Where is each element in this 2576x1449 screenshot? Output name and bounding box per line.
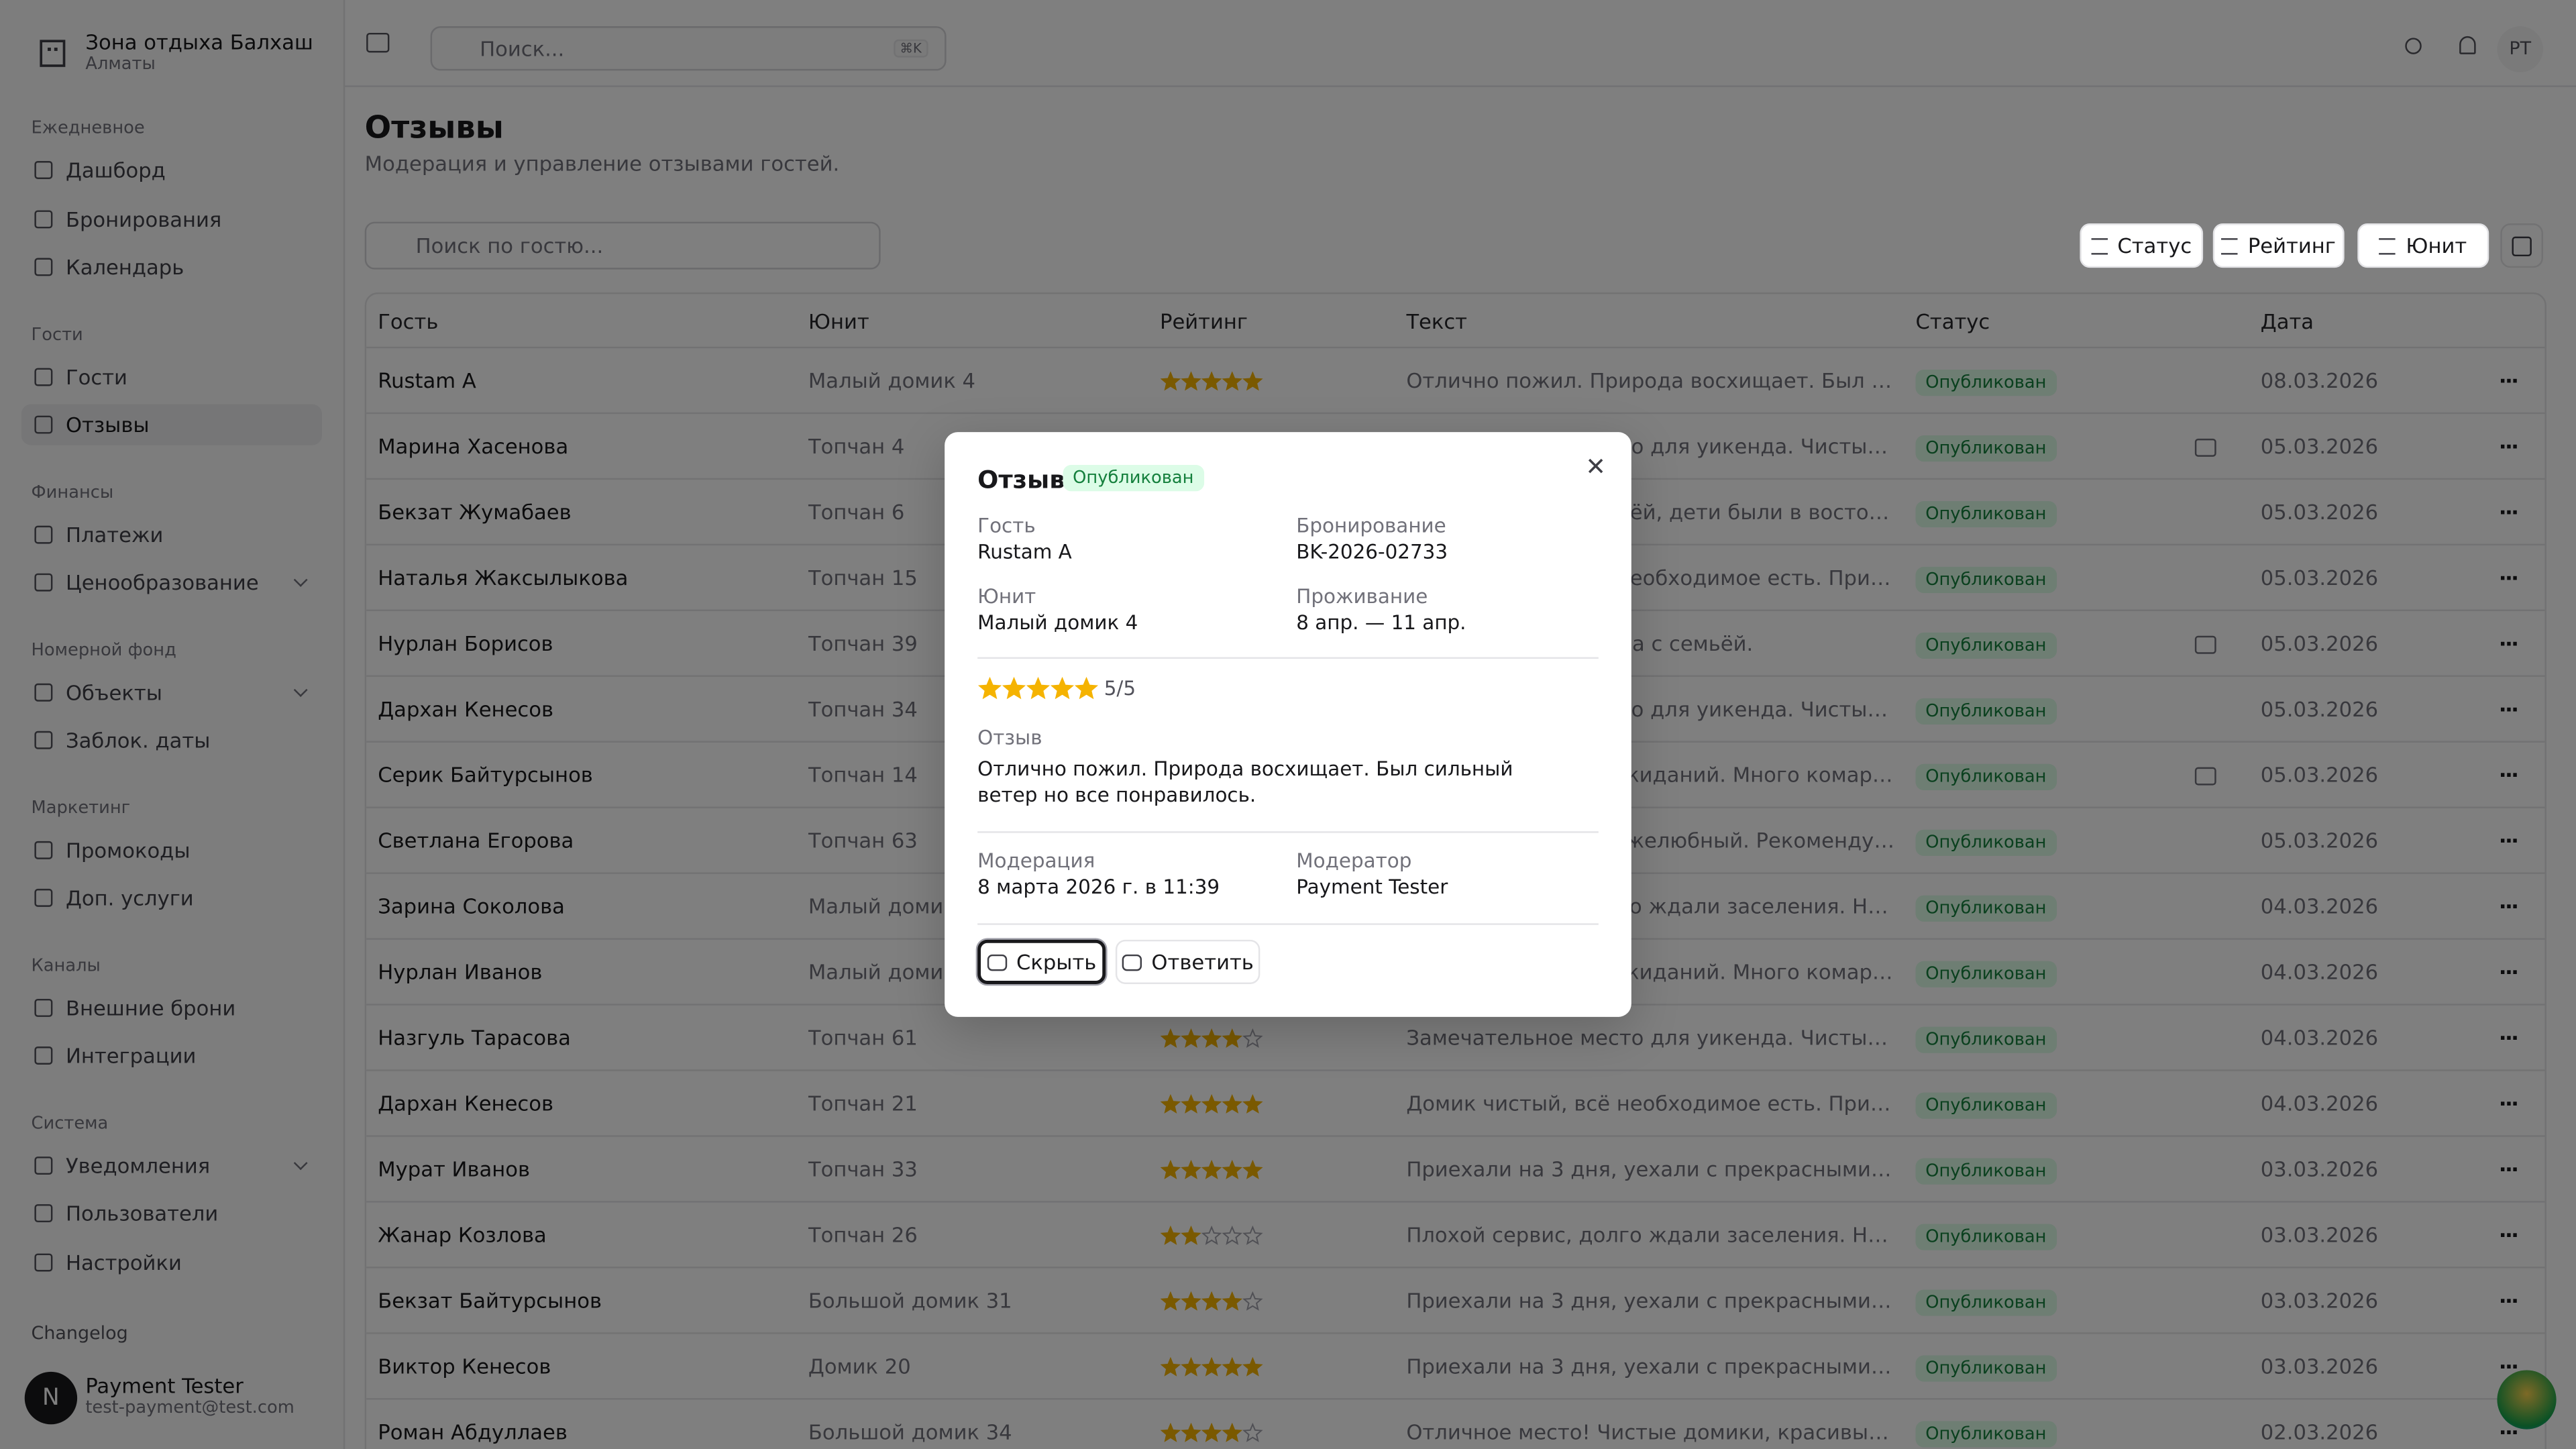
separator: [977, 657, 1599, 659]
filter-label: Рейтинг: [2247, 233, 2336, 258]
dialog-title: Отзыв: [977, 465, 1065, 495]
review-label: Отзыв: [977, 726, 1042, 749]
review-dialog: Отзыв Опубликован ✕ Гость Rustam A Брониро…: [945, 432, 1631, 1017]
field-label: Гость: [977, 514, 1036, 537]
rating-stars: [977, 676, 1099, 700]
field-label: Юнит: [977, 584, 1036, 608]
star: [977, 676, 1002, 700]
dialog-status: Опубликован: [1063, 465, 1204, 492]
close-button[interactable]: ✕: [1585, 451, 1607, 482]
star: [1074, 676, 1099, 700]
action-icon: [986, 953, 1007, 971]
filter-button[interactable]: Юнит: [2357, 223, 2489, 268]
filter-label: Юнит: [2406, 233, 2467, 258]
separator: [977, 923, 1599, 925]
filter-button[interactable]: Статус: [2080, 223, 2204, 268]
moderation-label: Модератор: [1296, 849, 1412, 873]
field-value: Малый домик 4: [977, 611, 1138, 635]
action-label: Ответить: [1151, 949, 1254, 975]
field-label: Проживание: [1296, 584, 1428, 608]
star: [1002, 676, 1026, 700]
action-label: Скрыть: [1016, 949, 1097, 975]
moderation-value: Payment Tester: [1296, 875, 1448, 899]
action-button[interactable]: Ответить: [1115, 939, 1260, 984]
field-value: Rustam A: [977, 540, 1072, 564]
action-icon: [1122, 953, 1142, 971]
field-value: 8 апр. — 11 апр.: [1296, 611, 1466, 635]
action-button[interactable]: Скрыть: [977, 939, 1106, 984]
filter-button[interactable]: Рейтинг: [2212, 223, 2345, 268]
star: [1026, 676, 1051, 700]
review-text: Отлично пожил. Природа восхищает. Был си…: [977, 757, 1513, 807]
filter-icon: [2091, 237, 2108, 254]
field-label: Бронирование: [1296, 514, 1446, 537]
moderation-value: 8 марта 2026 г. в 11:39: [977, 875, 1220, 899]
filter-icon: [2379, 237, 2396, 254]
filter-label: Статус: [2117, 233, 2192, 258]
moderation-label: Модерация: [977, 849, 1095, 873]
star: [1050, 676, 1075, 700]
rating-label: 5/5: [1104, 676, 1136, 700]
separator: [977, 831, 1599, 833]
filter-icon: [2221, 237, 2239, 254]
field-value: BK-2026-02733: [1296, 540, 1448, 564]
